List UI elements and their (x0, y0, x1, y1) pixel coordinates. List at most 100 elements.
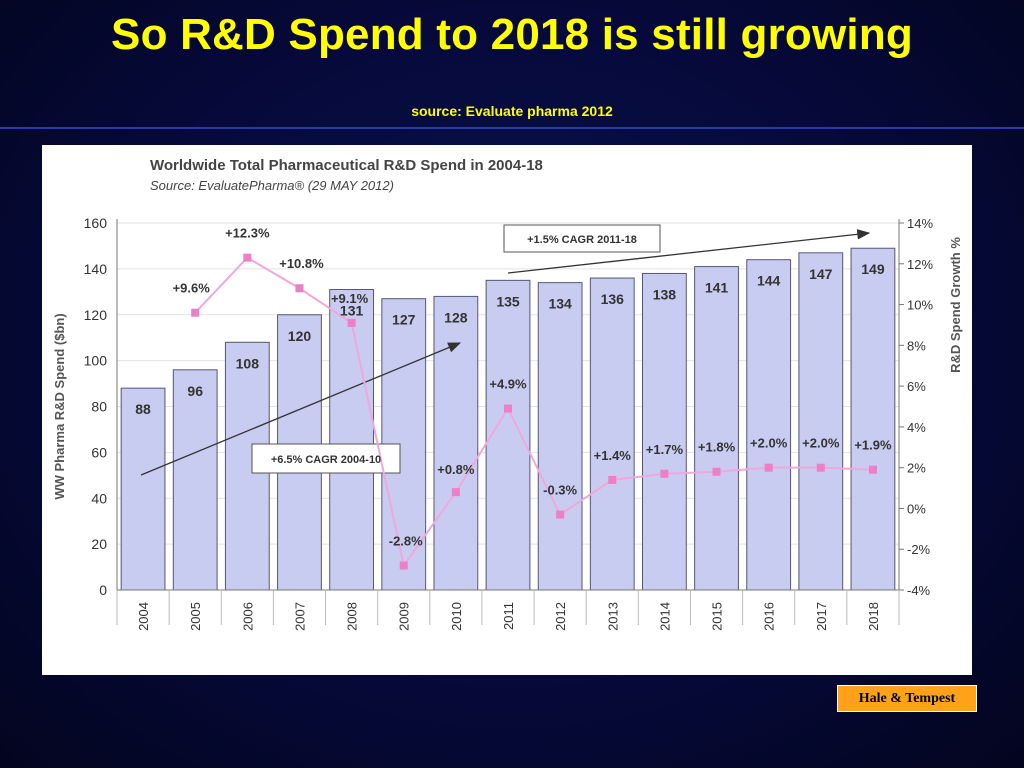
cagr-box-2004-10 (251, 443, 401, 474)
y2-tick-label: 10% (907, 298, 933, 313)
y-tick-label: 120 (84, 307, 108, 323)
x-tick-label-2014: 2014 (657, 602, 672, 631)
cagr-arrow-2011-18 (507, 229, 871, 274)
growth-label-2015: +1.8% (698, 440, 736, 455)
chart-panel: Worldwide Total Pharmaceutical R&D Spend… (42, 145, 972, 675)
x-tick-label-2015: 2015 (710, 602, 725, 631)
growth-point-2010 (451, 488, 460, 497)
bar-label-2018: 149 (861, 261, 885, 277)
bar-label-2014: 138 (653, 286, 677, 302)
bar-label-2004: 88 (135, 401, 151, 417)
bar-2013 (589, 277, 635, 591)
cagr-label-2004-10: +6.5% CAGR 2004-10 (271, 454, 381, 466)
growth-label-2017: +2.0% (802, 436, 840, 451)
y-tick-label: 0 (99, 582, 107, 598)
x-tick-label-2005: 2005 (188, 602, 203, 631)
bar-2015 (694, 266, 739, 591)
y2-tick-label: 4% (907, 420, 926, 435)
growth-label-2007: +10.8% (279, 256, 324, 271)
y-tick-label: 140 (84, 261, 108, 277)
bar-label-2008: 131 (340, 303, 364, 319)
growth-point-2018 (868, 465, 877, 474)
chart-title: Worldwide Total Pharmaceutical R&D Spend… (150, 157, 543, 174)
growth-label-2018: +1.9% (854, 438, 892, 453)
growth-label-2011: +4.9% (489, 377, 527, 392)
growth-point-2008 (347, 318, 356, 327)
chart-subtitle: Source: EvaluatePharma® (29 MAY 2012) (150, 178, 394, 193)
growth-label-2012: -0.3% (543, 483, 577, 498)
bar-label-2013: 136 (601, 291, 625, 307)
growth-label-2010: +0.8% (437, 462, 475, 477)
bar-2017 (798, 252, 844, 591)
slide-subtitle: source: Evaluate pharma 2012 (411, 103, 613, 119)
bar-label-2012: 134 (548, 296, 572, 312)
growth-line (194, 256, 873, 568)
y2-tick-label: -2% (907, 542, 931, 557)
x-tick-label-2006: 2006 (240, 602, 255, 631)
rd-spend-chart: Worldwide Total Pharmaceutical R&D Spend… (52, 157, 963, 631)
bar-2014 (642, 272, 687, 591)
x-tick-label-2007: 2007 (292, 602, 307, 631)
x-tick-label-2011: 2011 (501, 602, 516, 630)
bar-2012 (537, 282, 583, 591)
growth-label-2005: +9.6% (173, 281, 211, 296)
growth-point-2017 (816, 463, 825, 472)
y2-tick-label: 12% (907, 257, 933, 272)
slide-title: So R&D Spend to 2018 is still growing (111, 10, 913, 59)
growth-point-2015 (712, 467, 721, 476)
growth-point-2013 (608, 475, 617, 484)
y-tick-label: 100 (84, 353, 108, 369)
bar-label-2017: 147 (809, 266, 833, 282)
growth-point-2016 (764, 463, 773, 472)
cagr-box-2011-18 (503, 224, 661, 253)
cagr-arrow-2004-10 (140, 342, 462, 476)
credit-badge: Hale & Tempest (837, 685, 977, 712)
x-tick-label-2009: 2009 (397, 602, 412, 631)
bar-label-2010: 128 (444, 309, 468, 325)
y2-tick-label: -4% (907, 583, 931, 598)
y2-tick-label: 0% (907, 501, 926, 516)
x-tick-label-2008: 2008 (345, 602, 360, 631)
x-tick-label-2012: 2012 (553, 602, 568, 631)
growth-point-2014 (660, 469, 669, 478)
y-tick-label: 40 (91, 490, 107, 506)
growth-point-2006 (243, 253, 252, 262)
growth-label-2016: +2.0% (750, 436, 788, 451)
x-tick-label-2010: 2010 (449, 602, 464, 631)
y-tick-label: 160 (84, 215, 108, 231)
y-axis-title: WW Pharma R&D Spend ($bn) (52, 313, 67, 499)
growth-point-2009 (399, 561, 408, 570)
bar-label-2007: 120 (288, 328, 312, 344)
growth-point-2011 (504, 404, 512, 413)
growth-label-2008: +9.1% (331, 291, 369, 306)
bar-label-2006: 108 (236, 355, 260, 371)
bar-2008 (329, 289, 374, 591)
growth-label-2014: +1.7% (646, 442, 684, 457)
x-tick-label-2013: 2013 (605, 602, 620, 631)
y2-axis-title: R&D Spend Growth % (948, 237, 963, 373)
bar-label-2015: 141 (705, 280, 729, 296)
growth-point-2005 (191, 308, 200, 317)
title-divider (0, 127, 1024, 129)
growth-point-2012 (556, 510, 565, 519)
bar-2018 (850, 247, 896, 591)
growth-label-2013: +1.4% (594, 448, 632, 463)
y-tick-label: 60 (91, 444, 107, 460)
x-tick-label-2017: 2017 (814, 602, 829, 631)
y2-tick-label: 6% (907, 379, 926, 394)
growth-point-2007 (295, 284, 304, 293)
growth-label-2009: -2.8% (389, 534, 423, 549)
bar-label-2016: 144 (757, 273, 781, 289)
y2-tick-label: 14% (907, 216, 933, 231)
cagr-label-2011-18: +1.5% CAGR 2011-18 (527, 234, 637, 246)
y-tick-label: 20 (91, 536, 107, 552)
growth-label-2006: +12.3% (225, 226, 270, 241)
y-tick-label: 80 (91, 399, 107, 415)
bar-label-2011: 135 (496, 293, 520, 309)
bar-2010 (433, 295, 479, 591)
x-tick-label-2016: 2016 (762, 602, 777, 631)
bar-label-2005: 96 (187, 383, 203, 399)
bar-2005 (172, 369, 218, 591)
x-tick-label-2018: 2018 (866, 602, 881, 631)
bar-2016 (746, 259, 792, 591)
